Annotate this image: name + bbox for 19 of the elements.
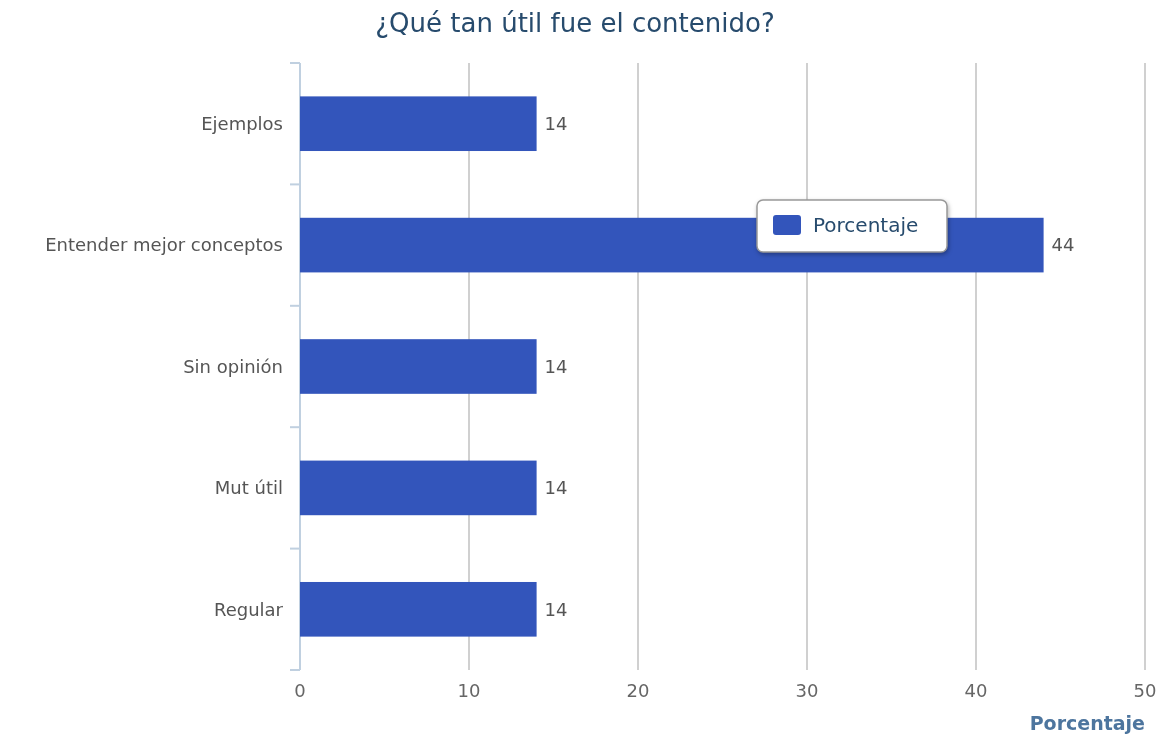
data-label: 14: [544, 113, 568, 134]
x-tick-label: 0: [294, 680, 306, 701]
x-tick-label: 10: [457, 680, 481, 701]
data-label: 14: [544, 355, 568, 377]
data-label: 14: [544, 477, 568, 499]
x-tick-label: 50: [1133, 680, 1157, 701]
x-tick-label: 40: [964, 680, 988, 701]
x-axis-title: Porcentaje: [1029, 712, 1145, 734]
chart-title: ¿Qué tan útil fue el contenido?: [375, 8, 775, 38]
legend-label: Porcentaje: [813, 213, 919, 237]
y-tick-label: Entender mejor conceptos: [45, 234, 283, 256]
y-tick-label: Mut útil: [214, 477, 283, 499]
y-tick-label: Regular: [213, 598, 284, 620]
y-tick-label: Sin opinión: [183, 355, 283, 377]
data-label: 14: [544, 598, 568, 620]
data-label: 44: [1051, 234, 1075, 256]
x-tick-label: 30: [795, 680, 819, 701]
y-tick-label: Ejemplos: [201, 113, 283, 134]
x-tick-label: 20: [626, 680, 650, 701]
